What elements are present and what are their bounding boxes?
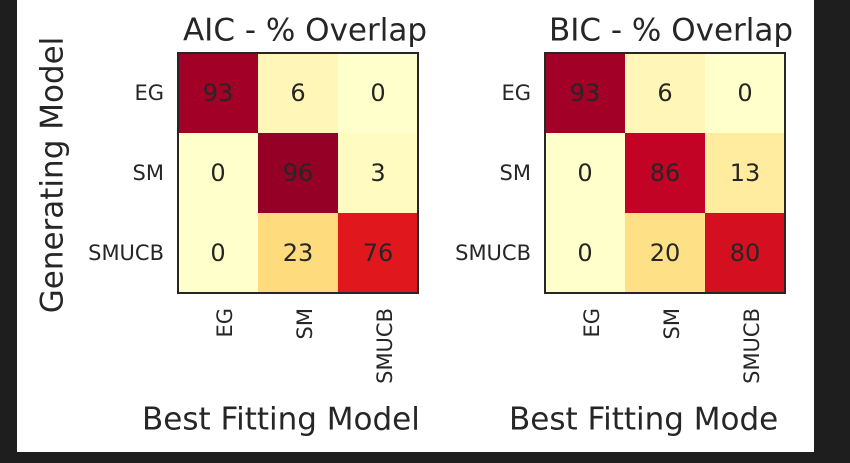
cell-value-label: 6: [290, 79, 305, 107]
heatmap-cell: [258, 133, 338, 213]
heatmap-cell: [338, 53, 418, 133]
cell-value-label: 0: [370, 79, 385, 107]
chart-title: AIC - % Overlap: [183, 13, 427, 49]
cell-value-label: 6: [657, 79, 672, 107]
cell-value-label: 0: [210, 159, 225, 187]
heatmap-frame: [544, 52, 786, 294]
heatmap-cell: [178, 133, 258, 213]
cell-value-label: 93: [570, 79, 601, 107]
cell-value-label: 3: [370, 159, 385, 187]
x-tick-label: EG: [580, 308, 604, 338]
heatmap-cell: [705, 213, 785, 293]
y-tick-label: SM: [500, 161, 531, 185]
heatmap-cell: [545, 133, 625, 213]
y-tick-label: EG: [134, 81, 164, 105]
figure-y-axis-label: Generating Model: [35, 37, 71, 314]
cell-value-label: 0: [577, 159, 592, 187]
y-tick-label: SMUCB: [455, 241, 531, 265]
cell-value-label: 0: [210, 239, 225, 267]
heatmap-cell: [338, 133, 418, 213]
figure: Generating Model 93 6 0 0 96 3 0 23 76 EG SM SMUCB E…: [17, 0, 814, 452]
y-tick-label: SMUCB: [88, 241, 164, 265]
cell-value-label: 23: [283, 239, 314, 267]
heatmap-cell: [178, 53, 258, 133]
cell-value-label: 93: [203, 79, 234, 107]
x-tick-label: SMUCB: [373, 308, 397, 384]
x-tick-label: SM: [660, 308, 684, 339]
heatmap-frame: [177, 52, 419, 294]
cell-value-label: 86: [650, 159, 681, 187]
cell-value-label: 96: [283, 159, 314, 187]
chart-title: BIC - % Overlap: [549, 13, 793, 49]
heatmap-cell: [705, 133, 785, 213]
heatmap-cell: [545, 213, 625, 293]
cell-value-label: 0: [577, 239, 592, 267]
heatmap-cell: [178, 213, 258, 293]
x-axis-label: Best Fitting Mode: [509, 402, 778, 438]
y-tick-label: SM: [133, 161, 164, 185]
heatmap-panel-2: 93 6 0 0 86 13 0 20 80 EG SM SMUCB EG SM SMUCB BIC - % …: [455, 13, 793, 438]
cell-value-label: 0: [737, 79, 752, 107]
x-tick-label: EG: [213, 308, 237, 338]
heatmap-cell: [625, 53, 705, 133]
x-axis-label: Best Fitting Model: [142, 402, 420, 438]
heatmap-panel-1: 93 6 0 0 96 3 0 23 76 EG SM SMUCB EG SM SMUCB AIC - % O…: [88, 13, 427, 438]
cell-value-label: 13: [730, 159, 761, 187]
heatmap-cell: [705, 53, 785, 133]
heatmap-cell: [625, 213, 705, 293]
heatmap-cell: [258, 213, 338, 293]
heatmap-figure: Generating Model 93 6 0 0 96 3 0 23 76 EG SM SMUCB E…: [35, 13, 794, 438]
cell-value-label: 76: [363, 239, 394, 267]
heatmap-cell: [545, 53, 625, 133]
x-tick-label: SM: [293, 308, 317, 339]
x-tick-label: SMUCB: [740, 308, 764, 384]
y-tick-label: EG: [501, 81, 531, 105]
heatmap-cell: [625, 133, 705, 213]
heatmap-cell: [338, 213, 418, 293]
cell-value-label: 20: [650, 239, 681, 267]
cell-value-label: 80: [730, 239, 761, 267]
heatmap-cell: [258, 53, 338, 133]
